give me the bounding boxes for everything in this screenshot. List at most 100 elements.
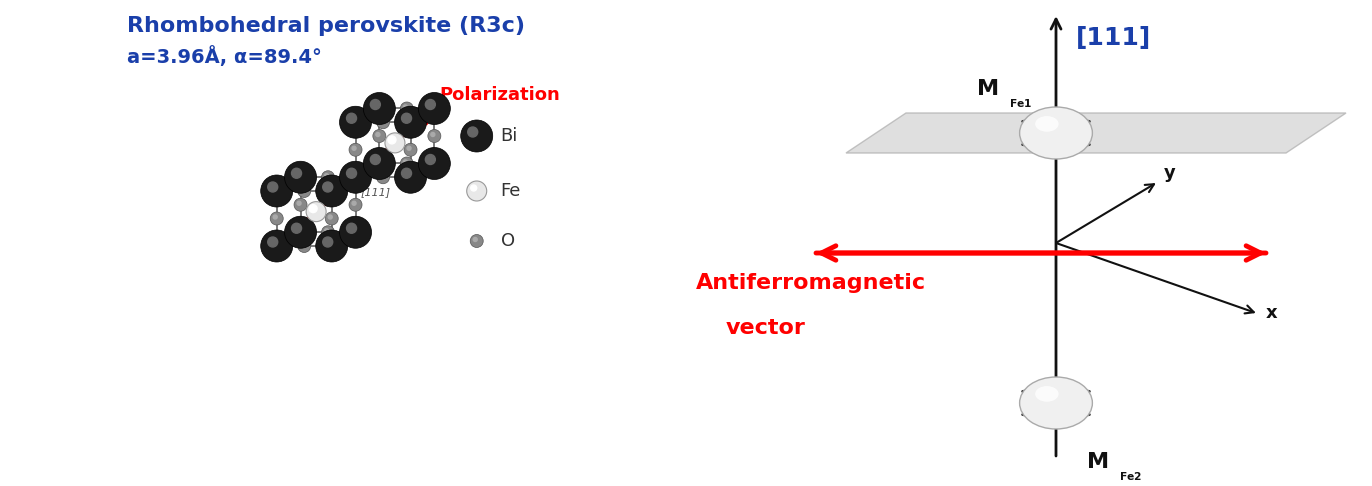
Circle shape	[416, 109, 429, 122]
Circle shape	[403, 160, 407, 164]
Ellipse shape	[1036, 386, 1059, 402]
Circle shape	[316, 230, 347, 262]
Circle shape	[309, 205, 317, 213]
Circle shape	[285, 181, 289, 185]
Circle shape	[347, 223, 357, 233]
Circle shape	[322, 237, 333, 247]
Text: x: x	[1266, 304, 1277, 322]
Circle shape	[428, 129, 440, 142]
Circle shape	[325, 229, 328, 233]
Circle shape	[431, 133, 435, 137]
Circle shape	[306, 202, 327, 222]
Circle shape	[395, 106, 427, 138]
Circle shape	[268, 237, 277, 247]
Text: Polarization: Polarization	[439, 86, 560, 104]
Circle shape	[294, 198, 307, 211]
Circle shape	[403, 105, 407, 109]
Circle shape	[296, 201, 300, 205]
Polygon shape	[847, 113, 1346, 153]
Text: [111]: [111]	[361, 187, 391, 197]
Circle shape	[298, 185, 310, 197]
Circle shape	[298, 240, 310, 253]
Circle shape	[353, 146, 357, 150]
Circle shape	[425, 100, 435, 109]
Circle shape	[461, 120, 493, 152]
Circle shape	[339, 161, 372, 193]
Circle shape	[338, 177, 350, 191]
Circle shape	[376, 133, 380, 137]
Circle shape	[273, 215, 277, 219]
Circle shape	[325, 174, 328, 178]
Circle shape	[283, 233, 295, 245]
Circle shape	[321, 171, 335, 184]
Circle shape	[402, 168, 412, 178]
Text: Antiferromagnetic: Antiferromagnetic	[696, 273, 926, 293]
Circle shape	[283, 177, 295, 191]
Circle shape	[418, 147, 450, 179]
Circle shape	[370, 155, 380, 164]
Circle shape	[321, 226, 335, 239]
Circle shape	[403, 143, 417, 156]
Text: O: O	[501, 232, 514, 250]
Text: $_{\mathbf{Fe1}}$: $_{\mathbf{Fe1}}$	[1008, 95, 1032, 110]
Circle shape	[373, 129, 386, 142]
Text: $_{\mathbf{Fe2}}$: $_{\mathbf{Fe2}}$	[1120, 468, 1142, 483]
Ellipse shape	[1036, 116, 1059, 132]
Text: Rhombohedral perovskite (R3c): Rhombohedral perovskite (R3c)	[126, 16, 524, 36]
Circle shape	[353, 201, 357, 205]
Circle shape	[471, 235, 483, 247]
Circle shape	[468, 127, 477, 137]
Circle shape	[370, 100, 380, 109]
Circle shape	[380, 119, 384, 123]
Circle shape	[395, 161, 427, 193]
Circle shape	[322, 182, 333, 192]
Circle shape	[471, 185, 476, 191]
Circle shape	[407, 146, 412, 150]
Circle shape	[338, 233, 350, 245]
Circle shape	[285, 236, 289, 240]
Circle shape	[291, 168, 302, 178]
Circle shape	[261, 175, 292, 207]
Circle shape	[418, 92, 450, 124]
Text: Fe: Fe	[501, 182, 521, 200]
Circle shape	[270, 212, 283, 225]
Text: vector: vector	[726, 318, 805, 338]
Circle shape	[347, 168, 357, 178]
Text: Bi: Bi	[501, 127, 519, 145]
Circle shape	[402, 113, 412, 123]
Circle shape	[316, 175, 347, 207]
Circle shape	[300, 188, 305, 191]
Circle shape	[473, 238, 477, 242]
Circle shape	[376, 116, 390, 129]
Circle shape	[364, 92, 395, 124]
Circle shape	[416, 164, 429, 177]
Circle shape	[261, 230, 292, 262]
Circle shape	[364, 167, 368, 171]
Circle shape	[348, 143, 362, 156]
Circle shape	[340, 181, 344, 185]
Circle shape	[380, 174, 384, 178]
Circle shape	[347, 113, 357, 123]
Circle shape	[284, 216, 317, 248]
Circle shape	[401, 102, 413, 115]
Circle shape	[325, 212, 339, 225]
Circle shape	[268, 182, 277, 192]
Circle shape	[340, 236, 344, 240]
Circle shape	[361, 164, 375, 177]
Text: $\mathbf{M}$: $\mathbf{M}$	[975, 79, 997, 99]
Circle shape	[388, 136, 397, 144]
Circle shape	[466, 181, 487, 201]
Ellipse shape	[1019, 377, 1092, 429]
Circle shape	[364, 112, 368, 116]
Circle shape	[386, 133, 405, 153]
Ellipse shape	[1019, 107, 1092, 159]
Circle shape	[348, 198, 362, 211]
Circle shape	[284, 161, 317, 193]
Circle shape	[418, 167, 423, 171]
Circle shape	[364, 147, 395, 179]
Circle shape	[291, 223, 302, 233]
Circle shape	[376, 171, 390, 184]
Circle shape	[339, 216, 372, 248]
Circle shape	[418, 112, 423, 116]
Text: $\mathbf{M}$: $\mathbf{M}$	[1087, 452, 1109, 472]
